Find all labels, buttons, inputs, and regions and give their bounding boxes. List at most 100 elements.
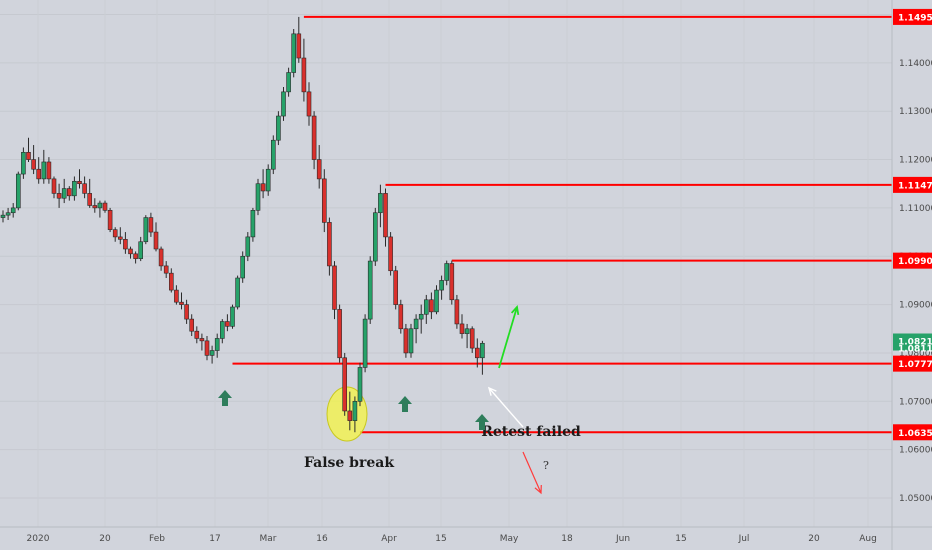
candle-body [225, 321, 230, 327]
candle-body [418, 313, 424, 320]
current-price-text: 1.08216 [898, 338, 932, 348]
price-tick-label: 1.11000 [899, 204, 932, 214]
time-tick-label: 18 [561, 534, 573, 544]
candle-body [255, 183, 261, 211]
price-tick-label: 1.07000 [899, 397, 932, 407]
candle-body [388, 236, 393, 272]
candle-body [67, 188, 72, 197]
level-price-tag [893, 176, 932, 193]
level-price-tag [893, 424, 932, 441]
support-arrow-icon [218, 390, 232, 406]
support-arrow-icon [398, 396, 412, 412]
time-tick-label: Aug [859, 534, 877, 544]
candle-body [61, 188, 67, 199]
support-arrow-icon [475, 414, 489, 430]
candle-body [423, 299, 429, 315]
candle-body [179, 301, 184, 305]
level-price-text: 1.14950 [898, 13, 932, 23]
level-price-text: 1.07779 [898, 360, 932, 370]
candle-body [301, 57, 307, 93]
candle-body [31, 159, 36, 170]
candle-body [321, 178, 327, 223]
candle-body [250, 210, 256, 238]
retest-failed-label: Retest failed [481, 424, 581, 440]
candle-body [97, 202, 103, 209]
candle-body [383, 193, 388, 238]
bearish-arrow-icon-head [534, 484, 542, 495]
candle-body [291, 33, 297, 73]
candle-body [220, 321, 225, 339]
candle-body [72, 181, 77, 197]
candle-body [240, 255, 245, 279]
candle-body [148, 217, 154, 233]
time-tick-label: 15 [675, 534, 686, 544]
candle-body [357, 367, 363, 402]
price-tick-label: 1.14000 [899, 59, 932, 69]
candle-body [342, 357, 348, 412]
candle-body [51, 178, 57, 194]
false-break-label: False break [304, 455, 394, 471]
time-tick-label: 15 [435, 534, 446, 544]
candle-body [474, 347, 480, 359]
time-tick-label: 16 [316, 534, 328, 544]
candle-body [413, 318, 419, 330]
candle-body [10, 207, 16, 214]
retest-pointer-icon [488, 387, 524, 428]
candle-body [296, 33, 302, 59]
level-price-tag [893, 8, 932, 25]
candle-body [77, 181, 82, 185]
time-tick-label: May [500, 534, 519, 544]
time-tick-label: 17 [209, 534, 220, 544]
time-tick-label: 20 [99, 534, 111, 544]
candle-body [367, 260, 373, 320]
candle-body [87, 193, 92, 206]
candle-body [82, 183, 87, 194]
time-tick-label: Apr [381, 534, 397, 544]
candle-body [281, 91, 286, 117]
price-tick-label: 1.05000 [899, 494, 932, 504]
price-tick-label: 1.09000 [899, 301, 932, 311]
candle-body [245, 236, 251, 257]
time-tick-label: Jun [615, 534, 630, 544]
price-tick-label: 1.06000 [899, 446, 932, 456]
candle-body [362, 318, 368, 368]
level-price-text: 1.11476 [898, 181, 932, 191]
level-price-tag [893, 355, 932, 372]
bullish-arrow-icon [498, 306, 518, 369]
candle-body [398, 304, 404, 330]
candle-body [347, 410, 353, 421]
candle-body [158, 248, 164, 267]
candle-body [316, 159, 322, 180]
candle-body [276, 115, 281, 141]
bearish-arrow-icon [522, 451, 542, 494]
candle-body [439, 280, 444, 291]
candle-body [189, 318, 194, 332]
candle-body [194, 330, 200, 339]
question-mark-label: ? [543, 459, 549, 472]
candle-body [163, 265, 169, 274]
candle-body [174, 289, 179, 303]
candle-body [393, 270, 399, 305]
candle-body [143, 217, 149, 243]
candle-body [449, 263, 455, 301]
candle-body [327, 222, 332, 267]
candle-body [429, 299, 434, 313]
candle-body [480, 342, 485, 359]
candle-body [199, 338, 205, 342]
candle-body [434, 289, 439, 313]
candle-body [444, 263, 450, 281]
time-tick-label: 20 [808, 534, 820, 544]
candle-body [214, 338, 220, 351]
candle-body [408, 328, 414, 354]
retest-pointer-icon-head [487, 386, 497, 396]
candle-body [372, 212, 378, 262]
candle-body [153, 231, 159, 250]
time-tick-label: Feb [149, 534, 165, 544]
candle-body [306, 91, 312, 117]
candle-body [36, 168, 42, 180]
candle-body [403, 328, 409, 354]
candle-body [102, 202, 108, 211]
time-axis[interactable]: 2020 20 Feb 17 Mar 16 Apr 15 May 18 Jun 15 Jul 20 Aug [27, 534, 877, 544]
candle-body [118, 236, 123, 240]
